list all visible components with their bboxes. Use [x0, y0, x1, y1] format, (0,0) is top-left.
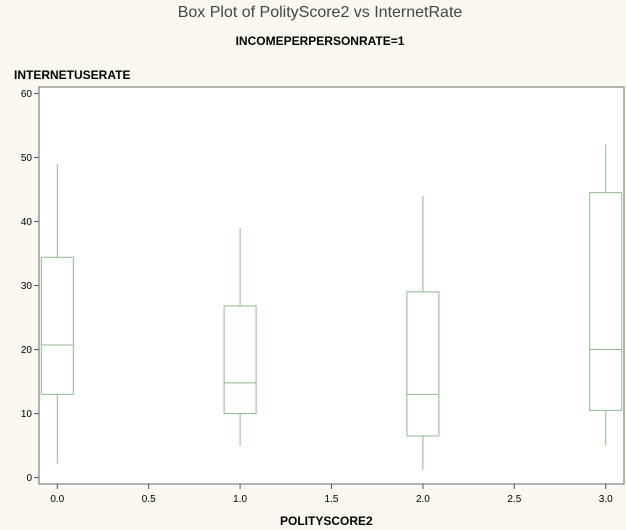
interquartile-box — [406, 291, 440, 437]
y-tick-label: 0 — [26, 473, 32, 484]
x-tick-label: 1.0 — [233, 494, 247, 505]
y-tick-label: 40 — [21, 217, 33, 228]
box-2 — [406, 195, 440, 470]
x-axis-label: POLITYSCORE2 — [280, 514, 373, 528]
x-axis: 0.0 0.5 1.0 1.5 2.0 2.5 3.0 — [50, 484, 613, 505]
y-tick-label: 50 — [21, 153, 33, 164]
y-tick-label: 10 — [21, 409, 33, 420]
x-tick-label: 3.0 — [599, 494, 613, 505]
box-3 — [589, 144, 623, 446]
x-tick-label: 0.5 — [142, 494, 156, 505]
interquartile-box — [40, 256, 74, 395]
x-tick-label: 1.5 — [325, 494, 339, 505]
y-tick-label: 20 — [21, 345, 33, 356]
box-1 — [223, 227, 257, 446]
y-tick-label: 60 — [21, 89, 33, 100]
x-tick-label: 2.5 — [507, 494, 521, 505]
chart-title: Box Plot of PolityScore2 vs InternetRate — [177, 4, 463, 21]
interquartile-box — [589, 192, 623, 411]
box-0 — [40, 163, 74, 464]
x-tick-label: 0.0 — [50, 494, 64, 505]
interquartile-box — [223, 305, 257, 415]
y-tick-label: 30 — [21, 281, 33, 292]
boxes — [40, 144, 623, 470]
y-axis: 0 10 20 30 40 50 60 — [21, 89, 39, 484]
plot-area — [38, 86, 625, 485]
x-tick-label: 2.0 — [416, 494, 430, 505]
chart-subtitle: INCOMEPERPERSONRATE=1 — [235, 34, 405, 48]
y-axis-label: INTERNETUSERATE — [14, 68, 131, 82]
